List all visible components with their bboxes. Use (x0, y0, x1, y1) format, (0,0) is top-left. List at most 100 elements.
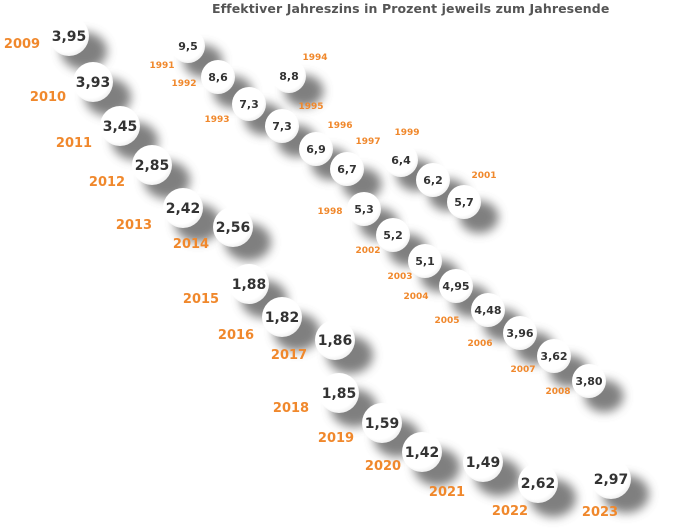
value-label-2022: 2,62 (521, 476, 556, 492)
value-label-1997: 6,7 (337, 163, 357, 176)
year-label-2014: 2014 (173, 237, 209, 252)
year-label-2022: 2022 (492, 504, 528, 519)
year-label-2015: 2015 (183, 292, 219, 307)
value-label-2017: 1,86 (318, 333, 353, 349)
bubble-2011 (100, 106, 140, 146)
value-label-1999: 6,4 (391, 154, 411, 167)
year-label-2019: 2019 (318, 431, 354, 446)
year-label-2004: 2004 (403, 292, 428, 302)
bubble-1996 (299, 132, 333, 166)
value-label-2023: 2,97 (594, 472, 629, 488)
value-label-1995: 7,3 (272, 120, 292, 133)
bubble-2020 (402, 432, 442, 472)
value-label-2013: 2,42 (166, 201, 201, 217)
value-label-2003: 5,1 (415, 255, 435, 268)
year-label-1998: 1998 (317, 207, 342, 217)
year-label-1997: 1997 (355, 137, 380, 147)
value-label-2004: 4,95 (442, 280, 469, 293)
year-label-2007: 2007 (510, 365, 535, 375)
year-label-2003: 2003 (387, 272, 412, 282)
value-label-2021: 1,49 (466, 455, 501, 471)
year-label-1995: 1995 (298, 102, 323, 112)
bubble-1999 (384, 143, 418, 177)
year-label-2017: 2017 (271, 348, 307, 363)
year-label-2012: 2012 (89, 175, 125, 190)
value-label-2006: 3,96 (506, 327, 533, 340)
value-label-2010: 3,93 (76, 75, 111, 91)
year-label-1999: 1999 (394, 128, 419, 138)
year-label-2021: 2021 (429, 485, 465, 500)
year-label-2023: 2023 (582, 505, 618, 520)
bubble-2009 (49, 16, 89, 56)
value-label-1992: 8,6 (208, 71, 228, 84)
value-label-2015: 1,88 (232, 277, 267, 293)
year-label-2002: 2002 (355, 246, 380, 256)
bubble-2004 (439, 269, 473, 303)
bubble-2000 (416, 163, 450, 197)
value-label-1993: 7,3 (239, 98, 259, 111)
bubble-1997 (330, 152, 364, 186)
bubble-1991 (171, 29, 205, 63)
bubble-2013 (163, 188, 203, 228)
year-label-2009: 2009 (4, 37, 40, 52)
bubble-2006 (503, 316, 537, 350)
year-label-2013: 2013 (116, 218, 152, 233)
bubble-2005 (471, 293, 505, 327)
bubble-2018 (319, 373, 359, 413)
value-label-2011: 3,45 (103, 119, 138, 135)
bubble-2023 (591, 459, 631, 499)
year-label-2010: 2010 (30, 90, 66, 105)
year-label-1991: 1991 (149, 61, 174, 71)
bubble-2017 (315, 320, 355, 360)
value-label-2014: 2,56 (216, 220, 251, 236)
year-label-1994: 1994 (302, 53, 327, 63)
bubble-2022 (518, 463, 558, 503)
value-label-2018: 1,85 (322, 386, 357, 402)
year-label-2006: 2006 (467, 339, 492, 349)
year-label-2020: 2020 (365, 459, 401, 474)
bubble-2007 (537, 339, 571, 373)
bubble-2016 (262, 297, 302, 337)
value-label-2008: 3,80 (575, 375, 602, 388)
value-label-2020: 1,42 (405, 445, 440, 461)
value-label-1991: 9,5 (178, 40, 198, 53)
value-label-2009: 3,95 (52, 29, 87, 45)
year-label-2005: 2005 (434, 316, 459, 326)
bubble-2002 (376, 218, 410, 252)
year-label-1993: 1993 (204, 115, 229, 125)
bubble-1998 (347, 192, 381, 226)
bubble-2014 (213, 207, 253, 247)
bubble-1995 (265, 109, 299, 143)
value-label-2007: 3,62 (540, 350, 567, 363)
bubble-2003 (408, 244, 442, 278)
bubble-1994 (272, 59, 306, 93)
year-label-2011: 2011 (56, 136, 92, 151)
value-label-2001: 5,7 (454, 196, 474, 209)
value-label-2002: 5,2 (383, 229, 403, 242)
year-label-2008: 2008 (545, 387, 570, 397)
bubble-2008 (572, 364, 606, 398)
chart-title: Effektiver Jahreszins in Prozent jeweils… (212, 1, 610, 16)
bubble-2015 (229, 264, 269, 304)
bubble-2010 (73, 62, 113, 102)
bubble-2012 (132, 145, 172, 185)
value-label-2016: 1,82 (265, 310, 300, 326)
value-label-2005: 4,48 (474, 304, 501, 317)
bubble-1992 (201, 60, 235, 94)
value-label-1996: 6,9 (306, 143, 326, 156)
year-label-1996: 1996 (327, 121, 352, 131)
bubble-2021 (463, 442, 503, 482)
year-label-1992: 1992 (171, 79, 196, 89)
year-label-2016: 2016 (218, 328, 254, 343)
bubble-1993 (232, 87, 266, 121)
value-label-2000: 6,2 (423, 174, 443, 187)
value-label-2012: 2,85 (135, 158, 170, 174)
year-label-2018: 2018 (273, 401, 309, 416)
value-label-1998: 5,3 (354, 203, 374, 216)
year-label-2001: 2001 (471, 171, 496, 181)
value-label-1994: 8,8 (279, 70, 299, 83)
bubble-2019 (362, 403, 402, 443)
bubble-2001 (447, 185, 481, 219)
value-label-2019: 1,59 (365, 416, 400, 432)
